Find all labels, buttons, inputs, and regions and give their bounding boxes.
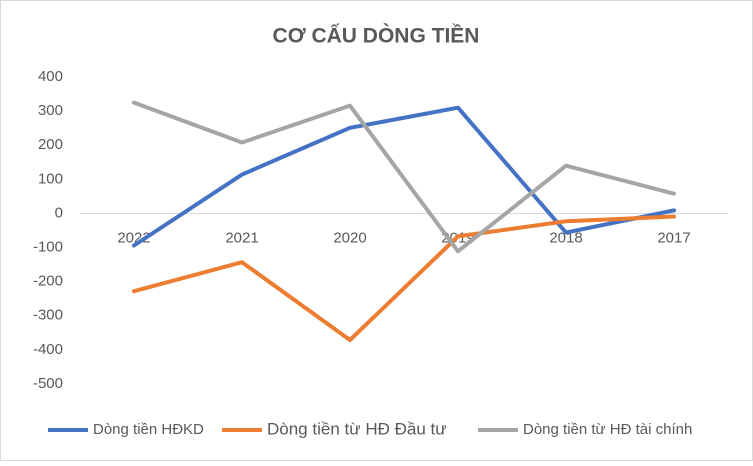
legend-label: Dòng tiền HĐKD [93,421,204,438]
series-line [132,214,676,342]
x-tick-label: 2020 [333,229,366,246]
y-tick-label: 300 [38,102,63,119]
y-tick-label: -400 [33,341,63,358]
y-tick-label: -100 [33,239,63,256]
y-tick-label: 200 [38,136,63,153]
series-line [132,105,676,248]
chart-title: CƠ CẤU DÒNG TIỀN [273,24,480,48]
y-tick-label: -200 [33,273,63,290]
x-tick-label: 2018 [549,229,582,246]
x-tick-label: 2021 [225,229,258,246]
legend-label: Dòng tiền từ HĐ tài chính [523,421,692,438]
y-tick-label: 0 [55,204,63,221]
y-tick-label: -500 [33,375,63,392]
y-tick-label: -300 [33,307,63,324]
x-tick-label: 2017 [657,229,690,246]
y-tick-label: 100 [38,170,63,187]
y-tick-label: 400 [38,68,63,85]
series-line [132,100,676,254]
legend-label: Dòng tiền từ HĐ Đầu tư [267,419,447,438]
